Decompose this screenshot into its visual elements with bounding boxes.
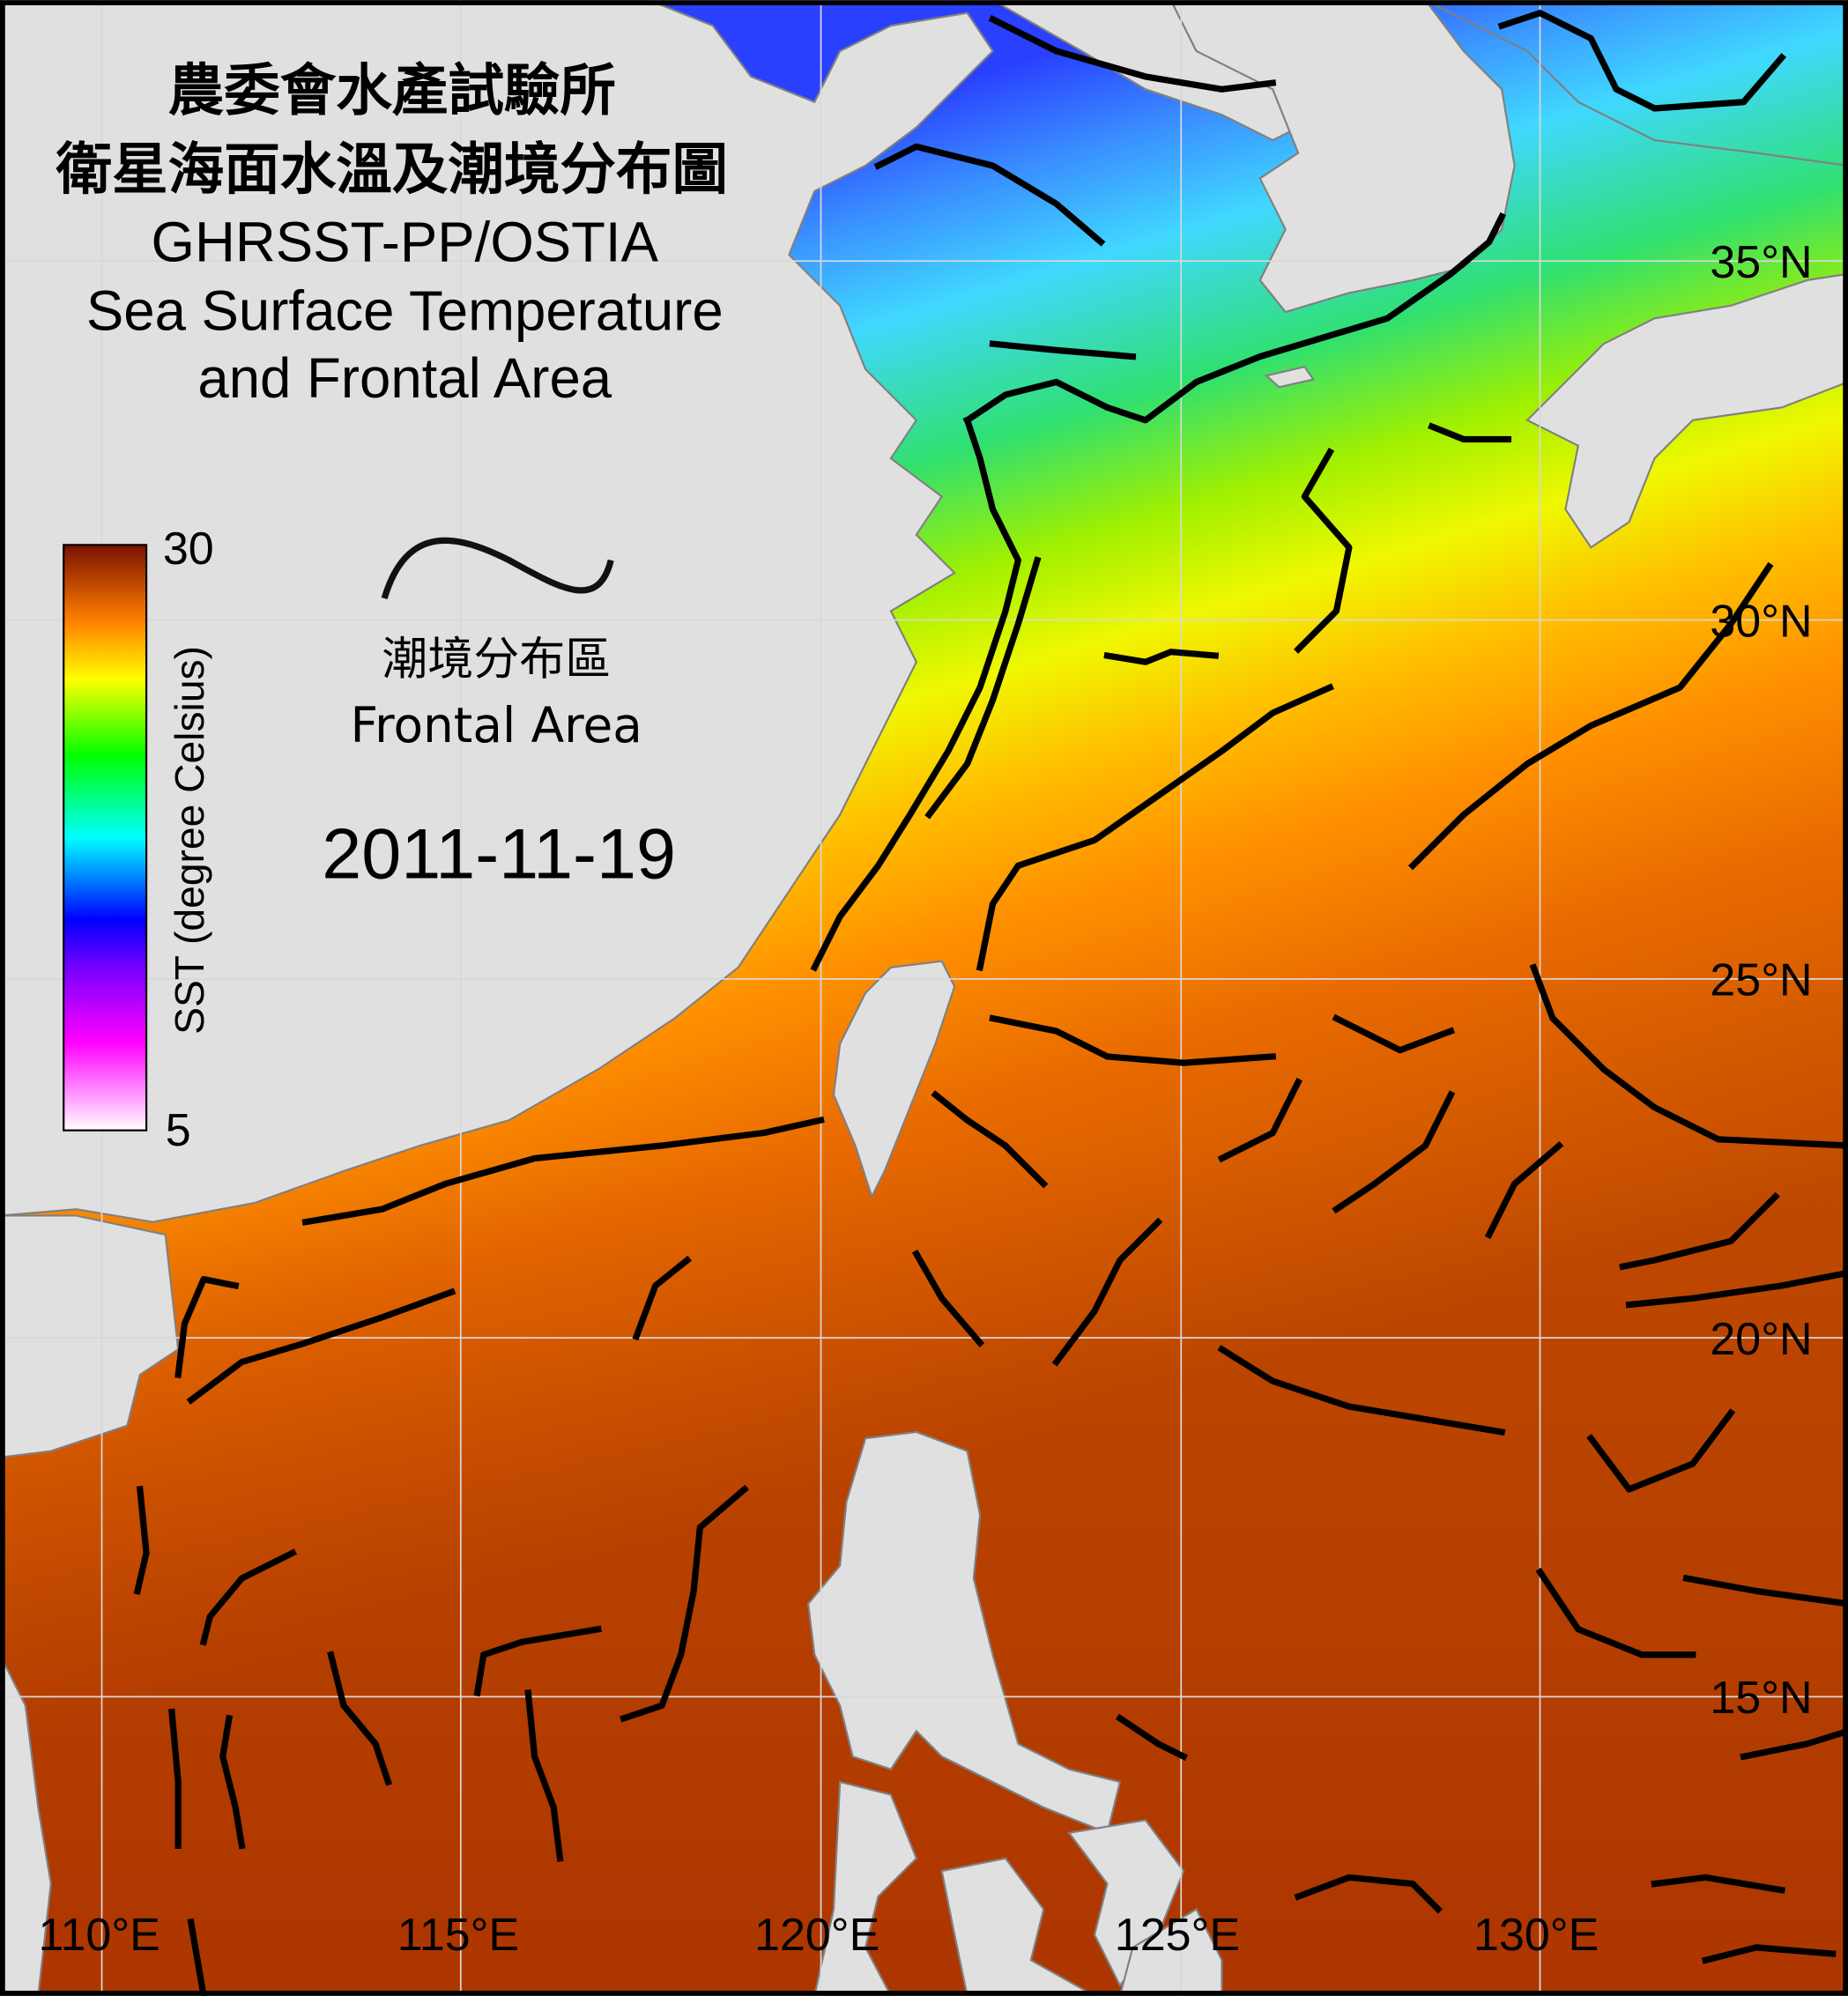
map-date: 2011-11-19 bbox=[322, 815, 676, 894]
land-jeju bbox=[1264, 365, 1316, 389]
title-line-1: 農委會水產試驗所 bbox=[168, 57, 616, 122]
longitude-labels: 110°E 115°E 120°E 125°E 130°E bbox=[38, 1910, 1599, 1961]
front-line bbox=[632, 1255, 692, 1341]
front-line bbox=[1625, 1269, 1848, 1309]
front-line bbox=[133, 1486, 150, 1595]
front-line bbox=[976, 683, 1334, 972]
title-line-3: GHRSST-PP/OSTIA bbox=[152, 211, 659, 273]
front-line bbox=[1428, 422, 1512, 443]
front-line bbox=[924, 556, 1042, 820]
front-line bbox=[1701, 1944, 1837, 1964]
front-line bbox=[1217, 1345, 1506, 1436]
front-line bbox=[873, 143, 1106, 247]
land-korea-east bbox=[1425, 0, 1848, 167]
lon-label: 120°E bbox=[754, 1910, 879, 1961]
front-line bbox=[1529, 963, 1848, 1149]
land-leizhou bbox=[0, 1214, 180, 1458]
front-line bbox=[931, 1090, 1049, 1189]
front-line bbox=[174, 1276, 240, 1379]
front-line bbox=[1332, 1013, 1456, 1054]
front-line bbox=[1294, 1874, 1444, 1914]
title-line-5: and Frontal Area bbox=[197, 347, 612, 410]
frontal-label-zh: 潮境分布區 bbox=[382, 634, 611, 686]
front-line bbox=[1497, 10, 1786, 112]
front-line bbox=[187, 1918, 207, 1996]
front-line bbox=[199, 1548, 298, 1646]
land-mindanao-east bbox=[1118, 1908, 1223, 1996]
front-line bbox=[1586, 1408, 1736, 1493]
land-china bbox=[0, 0, 994, 1223]
title-line-4: Sea Surface Temperature bbox=[86, 279, 724, 342]
land-taiwan bbox=[832, 960, 956, 1199]
front-line bbox=[989, 1014, 1277, 1066]
frontal-legend: 潮境分布區 Frontal Area bbox=[351, 537, 642, 753]
front-line bbox=[1407, 561, 1774, 871]
lat-label: 15°N bbox=[1710, 1673, 1812, 1724]
land-luzon bbox=[806, 1430, 1122, 1835]
front-line bbox=[1535, 1567, 1696, 1658]
lon-label: 110°E bbox=[38, 1910, 160, 1961]
front-line bbox=[911, 1249, 985, 1347]
colorbar-max-label: 30 bbox=[163, 523, 214, 575]
front-line bbox=[1619, 1191, 1780, 1271]
map-title: 農委會水產試驗所 衛星海面水溫及潮境分布圖 GHRSST-PP/OSTIA Se… bbox=[56, 57, 728, 409]
frontal-label-en: Frontal Area bbox=[351, 697, 642, 753]
colorbar-gradient bbox=[63, 544, 148, 1132]
front-line bbox=[1682, 1574, 1848, 1607]
lat-label: 35°N bbox=[1710, 237, 1812, 288]
front-line bbox=[1103, 649, 1220, 665]
front-line bbox=[186, 1287, 456, 1405]
front-line bbox=[1293, 448, 1353, 654]
front-line bbox=[1484, 1140, 1564, 1239]
front-line bbox=[1217, 1077, 1303, 1163]
front-line bbox=[1651, 1874, 1786, 1895]
lon-label: 125°E bbox=[1115, 1910, 1240, 1961]
front-line bbox=[327, 1651, 393, 1786]
land-japan bbox=[1525, 272, 1848, 549]
land-visayas bbox=[813, 1780, 918, 1996]
front-line bbox=[1332, 1090, 1456, 1214]
colorbar-axis-label: SST (degree Celsius) bbox=[167, 646, 212, 1035]
front-line bbox=[962, 211, 1507, 425]
frontal-area-lines bbox=[133, 10, 1848, 1996]
latitude-labels: 35°N 30°N 25°N 20°N 15°N bbox=[1710, 237, 1812, 1724]
lat-label: 30°N bbox=[1710, 596, 1812, 647]
colorbar-min-label: 5 bbox=[166, 1105, 191, 1156]
front-line bbox=[168, 1708, 182, 1849]
land-korea bbox=[1169, 0, 1516, 314]
front-line bbox=[473, 1625, 602, 1697]
land-mindanao bbox=[940, 1857, 1097, 1996]
title-line-2: 衛星海面水溫及潮境分布圖 bbox=[56, 137, 728, 202]
front-line bbox=[524, 1689, 564, 1862]
land-indochina bbox=[0, 1654, 52, 1996]
colorbar: 30 5 SST (degree Celsius) bbox=[63, 523, 214, 1156]
frontal-line-symbol bbox=[381, 537, 614, 600]
front-line bbox=[1740, 1727, 1848, 1761]
lat-label: 25°N bbox=[1710, 955, 1812, 1006]
lon-label: 115°E bbox=[397, 1910, 519, 1961]
front-line bbox=[989, 340, 1137, 360]
front-line bbox=[301, 1116, 825, 1226]
lat-label: 20°N bbox=[1710, 1314, 1812, 1365]
front-line bbox=[810, 416, 1021, 972]
front-line bbox=[1115, 1713, 1188, 1762]
front-line bbox=[620, 1484, 749, 1723]
front-line bbox=[988, 15, 1277, 93]
front-line bbox=[219, 1714, 246, 1850]
lon-label: 130°E bbox=[1473, 1910, 1599, 1961]
front-line bbox=[1051, 1217, 1163, 1367]
